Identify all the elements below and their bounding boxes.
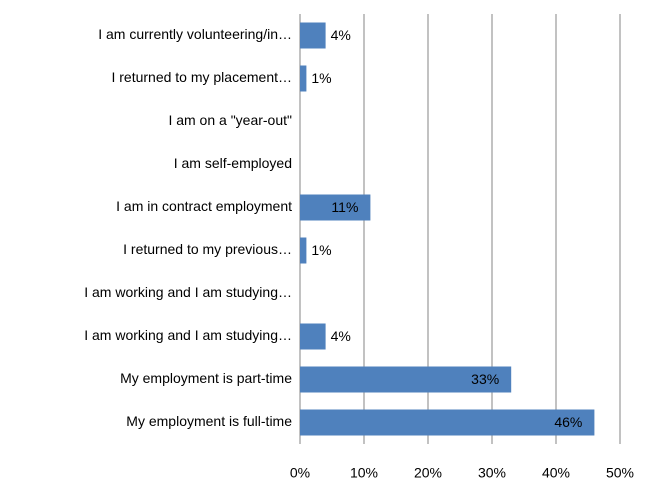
bar xyxy=(300,409,595,436)
data-label: 33% xyxy=(471,371,499,387)
x-tick-label: 20% xyxy=(414,465,442,481)
bar xyxy=(300,366,512,393)
data-label: 1% xyxy=(311,70,331,86)
y-tick-label: I am on a "year-out" xyxy=(168,112,292,128)
data-label: 4% xyxy=(331,328,351,344)
data-label: 1% xyxy=(311,242,331,258)
bar xyxy=(300,194,371,221)
bar xyxy=(300,237,307,264)
y-tick-label: My employment is full-time xyxy=(126,413,292,429)
x-tick-label: 30% xyxy=(478,465,506,481)
x-tick-label: 50% xyxy=(606,465,634,481)
y-tick-label: I returned to my previous… xyxy=(123,241,292,257)
y-tick-label: I am working and I am studying… xyxy=(84,284,292,300)
y-tick-label: I am self-employed xyxy=(174,155,292,171)
x-tick-label: 10% xyxy=(350,465,378,481)
data-label: 46% xyxy=(554,414,582,430)
y-tick-label: I returned to my placement… xyxy=(111,69,292,85)
data-label: 4% xyxy=(331,27,351,43)
data-label: 11% xyxy=(331,199,358,215)
y-tick-label: I am in contract employment xyxy=(116,198,292,214)
bar xyxy=(300,65,307,92)
x-tick-label: 0% xyxy=(290,465,310,481)
y-tick-label: I am working and I am studying… xyxy=(84,327,292,343)
bar xyxy=(300,323,326,350)
y-tick-label: I am currently volunteering/in… xyxy=(98,26,292,42)
x-tick-label: 40% xyxy=(542,465,570,481)
y-tick-label: My employment is part-time xyxy=(120,370,292,386)
bar xyxy=(300,22,326,49)
